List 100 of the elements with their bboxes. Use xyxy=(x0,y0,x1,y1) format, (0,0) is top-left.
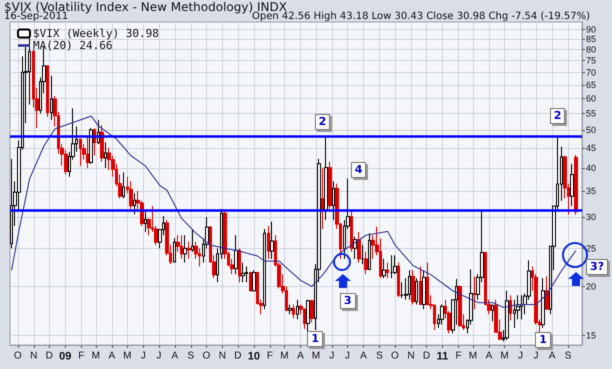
x-tick-label: F xyxy=(266,350,273,362)
text: 3? xyxy=(586,259,608,275)
candlestick xyxy=(270,221,274,260)
candlestick xyxy=(361,244,364,265)
x-tick-label: J xyxy=(344,350,350,362)
y-tick-label: 15 xyxy=(586,330,596,341)
candlestick xyxy=(245,266,248,283)
x-tick-label: M xyxy=(123,350,132,362)
candlestick xyxy=(458,285,462,328)
candlestick xyxy=(252,270,256,292)
y-tick-label: 40 xyxy=(586,163,596,174)
annotation: 1 xyxy=(307,331,324,348)
x-tick-label: M xyxy=(312,350,320,362)
candlestick xyxy=(292,304,295,319)
x-tick-label: N xyxy=(407,350,415,362)
candlestick xyxy=(267,225,270,260)
candlestick xyxy=(183,234,187,264)
candlestick xyxy=(332,180,335,221)
x-tick-label: F xyxy=(78,350,84,362)
candlestick xyxy=(321,168,324,230)
y-tick-label: 90 xyxy=(586,24,596,34)
candlestick xyxy=(191,228,194,252)
x-tick-label: J xyxy=(140,350,146,362)
y-tick-label: 55 xyxy=(586,108,596,119)
x-tick-label: M xyxy=(92,350,100,362)
annotation: 2 xyxy=(550,108,566,124)
candlestick xyxy=(129,180,133,210)
candlestick xyxy=(180,234,183,260)
candlestick xyxy=(419,266,422,305)
candlestick xyxy=(249,271,252,292)
x-tick-label: D xyxy=(422,350,430,362)
candlestick xyxy=(104,142,107,169)
candlestick xyxy=(100,124,104,162)
x-tick-label: M xyxy=(280,350,289,362)
candlestick xyxy=(473,276,476,310)
candlestick xyxy=(234,234,238,275)
annotation: 1 xyxy=(535,332,551,348)
y-tick-label: 50 xyxy=(586,124,596,135)
x-tick-label: J xyxy=(534,350,539,362)
candlestick xyxy=(86,136,89,169)
candlestick xyxy=(324,136,328,221)
candlestick xyxy=(574,154,578,216)
candlestick xyxy=(122,172,125,199)
x-tick-label: J xyxy=(156,350,162,362)
candlestick xyxy=(368,232,371,271)
y-tick-label: 80 xyxy=(586,44,596,55)
candlestick xyxy=(400,282,404,298)
chart-subtitle: 16-Sep-2011 xyxy=(4,11,68,22)
x-tick-label: 09 xyxy=(59,350,72,362)
x-tick-label: 11 xyxy=(436,350,448,362)
x-tick-label: A xyxy=(108,350,116,362)
y-tick-label: 85 xyxy=(586,34,596,44)
x-tick-label: J xyxy=(329,350,334,362)
candlestick xyxy=(353,236,357,260)
candlestick xyxy=(357,232,361,264)
x-tick-label: D xyxy=(234,350,242,362)
candlestick xyxy=(415,278,418,305)
candlestick xyxy=(187,241,191,260)
candlestick xyxy=(393,254,397,275)
candlestick xyxy=(505,290,509,341)
x-tick-label: O xyxy=(202,350,210,362)
candlestick xyxy=(328,161,332,210)
legend-label: $VIX (Weekly) 30.98 xyxy=(33,27,159,40)
candlestick xyxy=(397,262,400,298)
x-tick-label: A xyxy=(297,350,304,362)
candlestick xyxy=(422,270,426,310)
candlestick xyxy=(570,163,574,207)
x-tick-label: F xyxy=(455,350,462,362)
candlestick xyxy=(386,262,389,279)
candlestick xyxy=(303,308,306,330)
x-tick-label: N xyxy=(218,350,226,362)
x-tick-label: A xyxy=(171,350,178,362)
y-tick-label: 75 xyxy=(586,56,596,66)
x-tick-label: N xyxy=(30,350,38,362)
candlestick xyxy=(238,248,241,283)
annotation: 3 xyxy=(340,292,356,309)
candlestick xyxy=(364,251,368,275)
candlestick xyxy=(144,211,147,233)
candlestick xyxy=(173,238,176,264)
y-tick-label: 35 xyxy=(586,186,596,196)
candlestick xyxy=(426,262,429,306)
y-tick-label: 65 xyxy=(586,80,596,90)
y-tick-label: 45 xyxy=(586,142,596,153)
x-tick-label: A xyxy=(548,350,556,362)
candlestick xyxy=(296,299,299,320)
x-tick-label: 10 xyxy=(248,350,260,362)
candlestick xyxy=(545,276,549,310)
candlestick xyxy=(382,258,386,279)
candlestick xyxy=(491,304,494,322)
candlestick xyxy=(133,192,136,215)
candlestick xyxy=(46,64,49,118)
candlestick xyxy=(350,211,353,252)
text: Open 42.56 High 43.18 Low 30.43 Close 30.98 Chg -7.54 (-19.57%) xyxy=(252,11,590,22)
candlestick xyxy=(411,270,415,305)
candlestick xyxy=(408,270,411,300)
candlestick xyxy=(310,299,314,323)
candlestick xyxy=(541,278,545,328)
candlestick xyxy=(509,294,512,321)
x-tick-label: S xyxy=(376,350,384,362)
y-tick-label: 60 xyxy=(586,94,596,104)
